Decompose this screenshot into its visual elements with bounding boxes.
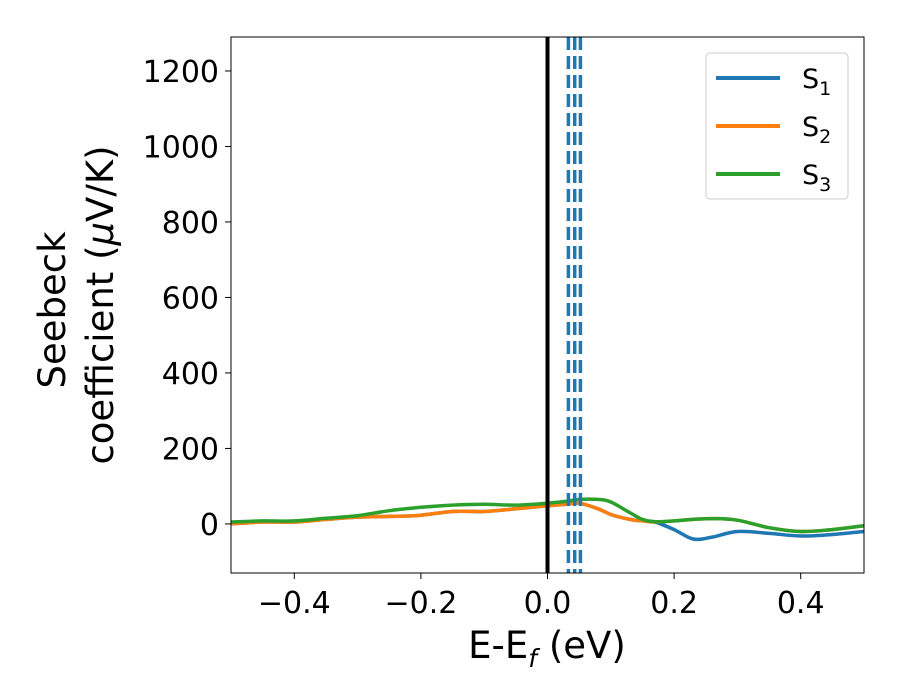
y-tick-label: 1200 xyxy=(143,55,219,90)
legend-label-s2: S2 xyxy=(802,112,831,148)
y-tick-label: 1000 xyxy=(143,130,219,165)
x-tick-label: 0.2 xyxy=(650,586,698,621)
series-layer xyxy=(231,497,864,542)
x-tick-label: 0.4 xyxy=(777,586,825,621)
x-tick-label: −0.2 xyxy=(384,586,457,621)
reference-lines xyxy=(545,37,583,573)
y-tick-label: 600 xyxy=(162,281,219,316)
y-tick-label: 200 xyxy=(162,432,219,467)
series-line-s3 xyxy=(231,497,864,534)
y-axis-ticks: 0 200 400 600 800 1000 1200 xyxy=(143,55,231,543)
legend-label-s1: S1 xyxy=(802,64,831,100)
x-tick-label: 0.0 xyxy=(524,586,572,621)
y-tick-label: 0 xyxy=(200,508,219,543)
y-axis-title-line1: Seebeck xyxy=(31,231,74,389)
x-axis-ticks: −0.4 −0.2 0.0 0.2 0.4 xyxy=(258,573,825,621)
y-axis-title-line2: coefficient (μV/K) xyxy=(79,145,122,464)
legend-label-s3: S3 xyxy=(802,160,831,196)
y-tick-label: 400 xyxy=(162,357,219,392)
x-tick-label: −0.4 xyxy=(258,586,331,621)
x-axis-title: E-Ef (eV) xyxy=(468,624,626,673)
legend: S1 S2 S3 xyxy=(705,52,849,200)
y-tick-label: 800 xyxy=(162,206,219,241)
